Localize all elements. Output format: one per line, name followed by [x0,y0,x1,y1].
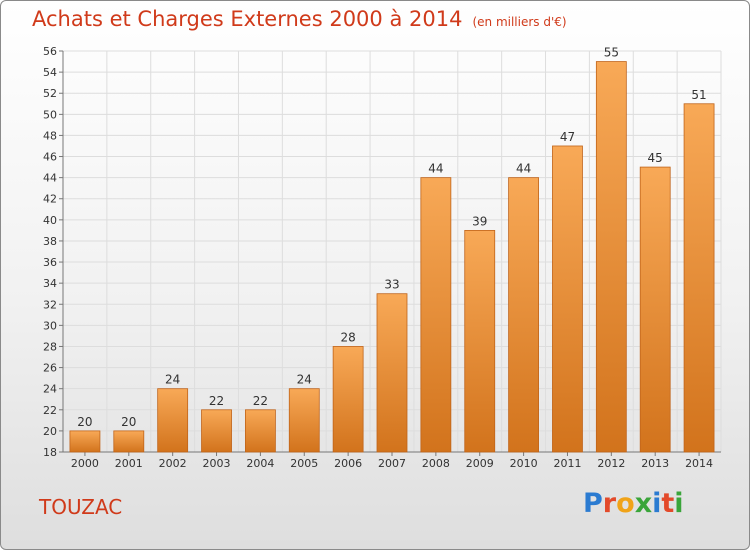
y-tick-label: 20 [43,425,57,438]
title-block: Achats et Charges Externes 2000 à 2014 (e… [32,7,567,31]
y-tick-label: 18 [43,446,57,459]
x-tick-label: 2007 [378,457,406,470]
logo-letter: r [602,488,617,519]
bar-2008 [420,177,452,453]
x-tick-label: 2004 [246,457,274,470]
logo-letter: i [674,488,684,519]
y-tick-label: 38 [43,235,57,248]
bar-2011 [552,145,583,453]
logo-letter: o [616,488,635,519]
bar-2002 [157,388,189,453]
data-label-2007: 33 [384,278,399,292]
x-tick-label: 2009 [466,457,494,470]
x-tick-label: 2001 [115,457,143,470]
commune-name: TOUZAC [39,495,123,519]
data-label-2002: 24 [165,373,180,387]
data-label-2005: 24 [297,373,312,387]
bar-2001 [113,430,145,453]
chart-subtitle: (en milliers d'€) [472,15,567,29]
x-tick-label: 2014 [685,457,713,470]
logo-letter: t [661,488,675,519]
x-tick-label: 2012 [597,457,625,470]
y-tick-label: 34 [43,277,57,290]
bar-2007 [376,293,408,453]
x-tick-label: 2003 [203,457,231,470]
bar-2005 [288,388,320,453]
data-label-2008: 44 [428,162,443,176]
bar-2010 [508,177,540,453]
data-label-2003: 22 [209,394,224,408]
x-tick-label: 2013 [641,457,669,470]
x-tick-label: 2008 [422,457,450,470]
data-label-2004: 22 [253,394,268,408]
data-label-2006: 28 [340,330,355,344]
bar-2009 [464,229,496,453]
y-tick-label: 22 [43,404,57,417]
y-tick-label: 46 [43,151,57,164]
data-label-2012: 55 [604,46,619,60]
data-label-2001: 20 [121,415,136,429]
x-tick-label: 2006 [334,457,362,470]
x-tick-label: 2000 [71,457,99,470]
bar-2012 [595,61,627,453]
bar-2003 [201,409,232,453]
bar-2013 [639,166,671,453]
bars [69,61,715,453]
data-label-2011: 47 [560,130,575,144]
y-tick-label: 40 [43,214,57,227]
y-tick-label: 26 [43,362,57,375]
x-tick-label: 2011 [553,457,581,470]
data-label-2000: 20 [77,415,92,429]
y-tick-label: 28 [43,340,57,353]
data-label-2014: 51 [691,88,706,102]
logo-letter: i [652,488,662,519]
labels: 18 20 22 24 26 28 30 32 34 36 38 40 42 44 46 48 50 52 54 56… [43,45,713,470]
y-tick-label: 24 [43,383,57,396]
y-tick-label: 32 [43,298,57,311]
logo-letter: P [583,488,603,519]
x-tick-label: 2005 [290,457,318,470]
data-label-2013: 45 [648,151,663,165]
x-tick-label: 2010 [510,457,538,470]
y-tick-label: 36 [43,256,57,269]
data-label-2010: 44 [516,162,531,176]
x-tick-label: 2002 [159,457,187,470]
y-tick-label: 30 [43,319,57,332]
bar-2000 [69,430,101,453]
chart-title: Achats et Charges Externes 2000 à 2014 [32,7,463,31]
y-tick-label: 48 [43,129,57,142]
bar-2004 [244,409,276,453]
bar-2006 [332,346,364,453]
y-tick-label: 50 [43,108,57,121]
logo-letter: x [634,488,653,519]
y-tick-label: 54 [43,66,57,79]
y-tick-label: 42 [43,193,57,206]
y-tick-label: 52 [43,87,57,100]
y-tick-label: 56 [43,45,57,58]
data-label-2009: 39 [472,214,487,228]
bar-2014 [683,103,715,453]
proxiti-logo: Proxiti [583,488,684,519]
y-tick-label: 44 [43,172,57,185]
